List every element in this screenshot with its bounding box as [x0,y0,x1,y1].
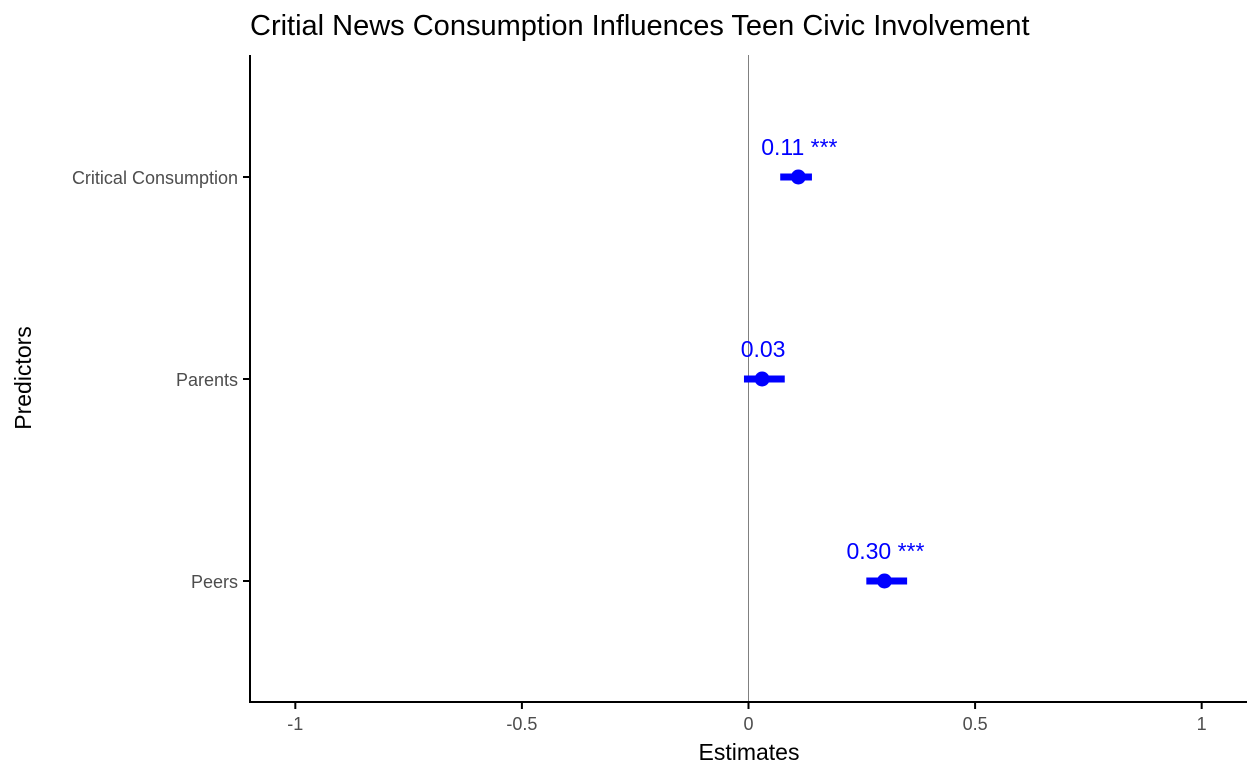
x-axis-title: Estimates [699,739,800,765]
estimate-label: 0.30 *** [846,538,924,564]
x-tick-label: -0.5 [506,714,537,734]
y-tick-label: Peers [191,572,238,592]
plot-area: 0.11 *** 0.03 0.30 *** [741,55,925,702]
x-tick-label: -1 [287,714,303,734]
chart-title: Critial News Consumption Influences Teen… [250,10,1030,42]
x-axis-ticks: -1 -0.5 0 0.5 1 [287,702,1207,734]
y-tick-label: Parents [176,370,238,390]
estimate-label: 0.11 *** [761,134,837,160]
y-axis-ticks: Critical Consumption Parents Peers [72,168,250,592]
x-tick-label: 1 [1197,714,1207,734]
y-tick-label: Critical Consumption [72,168,238,188]
estimate-label: 0.03 [741,336,786,362]
x-tick-label: 0 [743,714,753,734]
y-axis-title: Predictors [10,326,36,430]
estimate-point [754,371,770,387]
x-tick-label: 0.5 [963,714,988,734]
estimate-point [790,169,806,185]
estimate-point [876,573,892,589]
